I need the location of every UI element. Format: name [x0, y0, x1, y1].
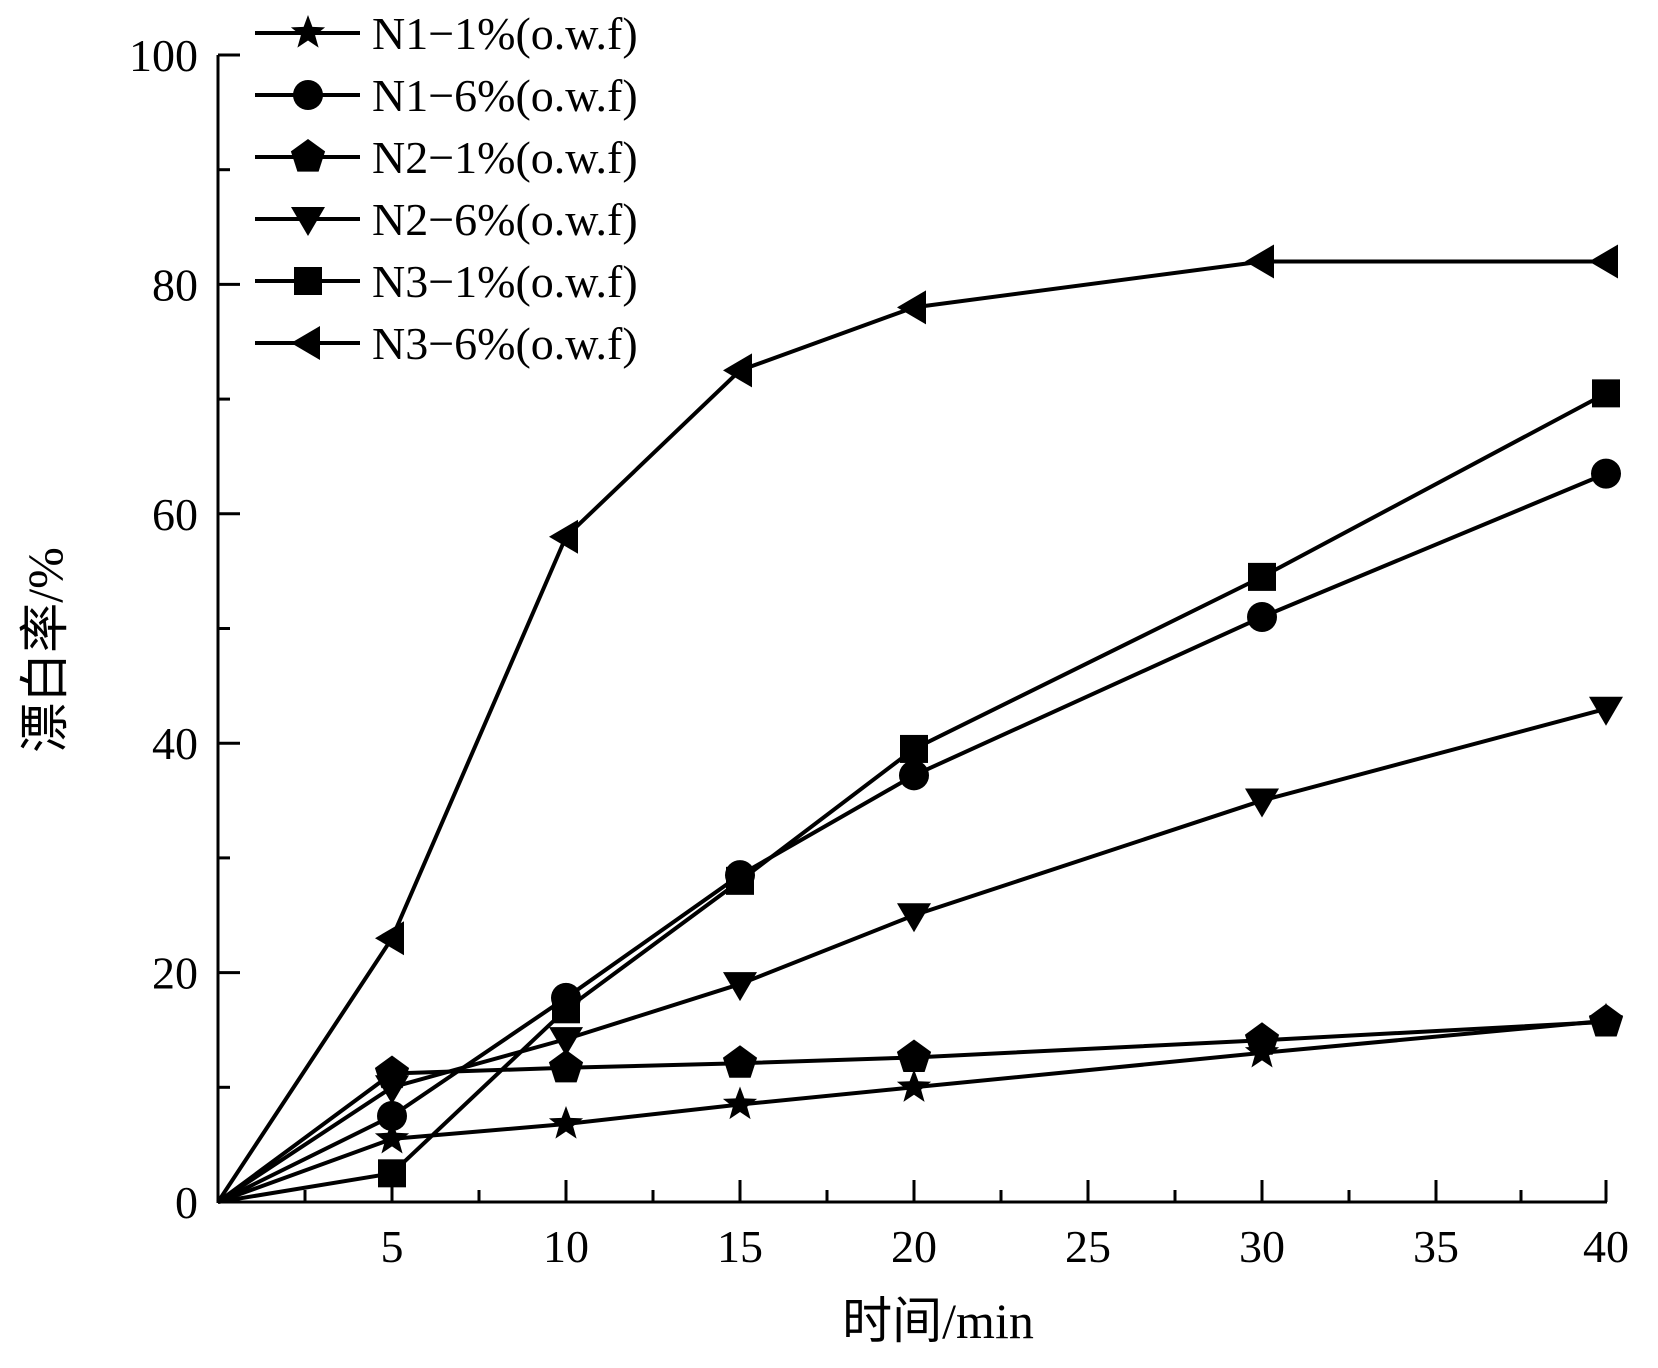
legend-marker [291, 207, 325, 236]
x-tick-label: 10 [543, 1221, 589, 1272]
y-tick-label: 60 [152, 489, 198, 540]
data-point [548, 1106, 584, 1139]
legend-label: N2−6%(o.w.f) [372, 194, 638, 245]
data-point [726, 866, 754, 895]
x-tick-label: 20 [891, 1221, 937, 1272]
data-point [377, 1100, 407, 1131]
data-point [1588, 1003, 1624, 1037]
x-axis-title: 时间/min [842, 1293, 1034, 1349]
data-point [723, 353, 752, 388]
data-point [548, 1049, 584, 1083]
legend-label: N1−1%(o.w.f) [372, 8, 638, 59]
data-point [374, 1120, 410, 1154]
legend-marker [291, 326, 320, 360]
legend-marker [290, 139, 326, 172]
series-pentagon [216, 1003, 1624, 1204]
legend-label: N2−1%(o.w.f) [372, 132, 638, 183]
legend-label: N3−6%(o.w.f) [372, 318, 638, 369]
axes: 5 10 15 20 25 30 35 40 0 20 40 60 80 100 [129, 30, 1629, 1272]
data-point [375, 1075, 409, 1105]
legend-item: N1−6%(o.w.f) [255, 70, 638, 121]
y-tick-label: 40 [152, 718, 198, 769]
data-point [375, 921, 404, 956]
data-point [1592, 379, 1620, 408]
legend-item: N3−1%(o.w.f) [255, 256, 638, 307]
data-point [1245, 244, 1274, 279]
data-point [1245, 788, 1279, 818]
data-point [1244, 1022, 1280, 1055]
legend: N1−1%(o.w.f) N1−6%(o.w.f) N2−1%(o.w.f) N2−6… [255, 8, 638, 369]
legend-marker [294, 267, 322, 295]
legend-item: N3−6%(o.w.f) [255, 318, 638, 369]
data-point [899, 760, 929, 791]
data-point [897, 903, 931, 933]
x-tick-label: 40 [1583, 1221, 1629, 1272]
legend-label: N3−1%(o.w.f) [372, 256, 638, 307]
x-tick-label: 30 [1239, 1221, 1285, 1272]
y-tick-label: 100 [129, 30, 198, 81]
y-axis-title: 漂白率/% [17, 547, 73, 753]
y-tick-label: 20 [152, 948, 198, 999]
legend-item: N2−6%(o.w.f) [255, 194, 638, 245]
legend-marker [293, 80, 323, 110]
legend-label: N1−6%(o.w.f) [372, 70, 638, 121]
data-point [549, 1027, 583, 1057]
data-point [723, 972, 757, 1002]
x-tick-label: 25 [1065, 1221, 1111, 1272]
legend-marker [290, 15, 326, 48]
y-tick-label: 80 [152, 259, 198, 310]
data-point [1589, 696, 1623, 726]
data-point [896, 1069, 932, 1102]
series-triangle-down [216, 696, 1623, 1204]
data-point [1247, 602, 1277, 633]
data-point [897, 290, 926, 325]
data-point [896, 1039, 932, 1072]
series-square [217, 379, 1620, 1204]
legend-item: N1−1%(o.w.f) [255, 8, 638, 59]
data-point [900, 734, 928, 763]
data-point [1589, 244, 1618, 279]
x-tick-label: 5 [381, 1221, 404, 1272]
y-tick-label: 0 [175, 1177, 198, 1228]
data-point [1248, 562, 1276, 591]
x-tick-label: 15 [717, 1221, 763, 1272]
data-point [722, 1086, 758, 1120]
series-layer [216, 244, 1624, 1204]
data-point [549, 519, 578, 554]
legend-item: N2−1%(o.w.f) [255, 132, 638, 183]
series-triangle-left [216, 244, 1618, 1204]
data-point [552, 995, 580, 1024]
x-tick-label: 35 [1413, 1221, 1459, 1272]
data-point [378, 1159, 406, 1188]
data-point [1591, 458, 1621, 489]
data-point [722, 1045, 758, 1078]
